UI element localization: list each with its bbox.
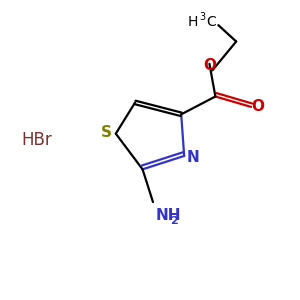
Text: S: S (101, 125, 112, 140)
Text: H: H (187, 15, 198, 29)
Text: N: N (186, 150, 199, 165)
Text: HBr: HBr (22, 130, 52, 148)
Text: NH: NH (156, 208, 182, 223)
Text: C: C (206, 15, 216, 29)
Text: 3: 3 (199, 12, 205, 22)
Text: O: O (203, 58, 216, 73)
Text: O: O (251, 99, 264, 114)
Text: 2: 2 (170, 216, 178, 226)
